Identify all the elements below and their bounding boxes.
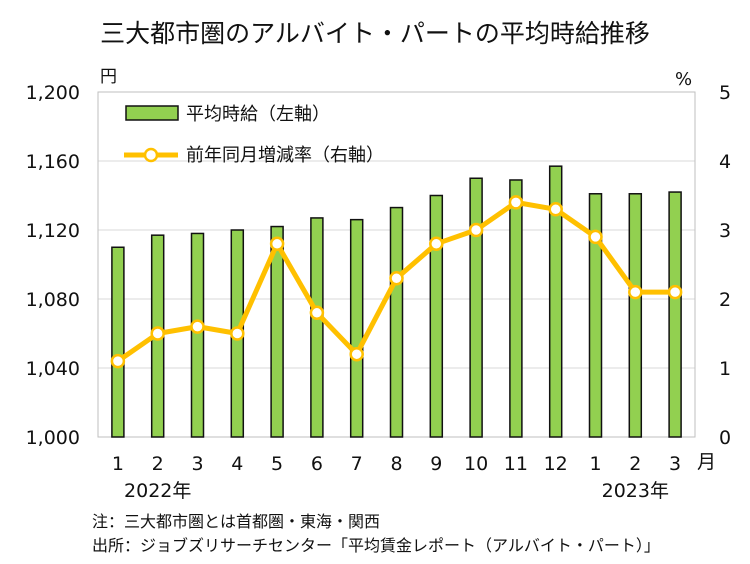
year-label: 2022年 xyxy=(124,480,191,502)
x-tick: 12 xyxy=(544,453,568,475)
x-tick: 1 xyxy=(589,453,601,475)
bar xyxy=(429,194,444,438)
legend-line-marker xyxy=(143,147,159,163)
bar xyxy=(628,193,643,438)
x-tick: 9 xyxy=(430,453,442,475)
legend-line-label: 前年同月増減率（右軸） xyxy=(186,145,384,166)
line-point xyxy=(588,229,603,245)
bar xyxy=(310,217,324,438)
line-point xyxy=(429,236,444,252)
legend-bar-swatch xyxy=(125,105,179,121)
line-point xyxy=(468,222,484,238)
bar xyxy=(270,225,284,438)
x-tick: 6 xyxy=(311,453,323,475)
line-point xyxy=(667,284,683,300)
y-right-tick: 1 xyxy=(719,358,731,380)
y-left-tick: 1,120 xyxy=(26,220,80,242)
y-right-unit: % xyxy=(675,69,692,90)
x-unit: 月 xyxy=(697,451,716,473)
bar xyxy=(588,193,603,438)
bar xyxy=(668,191,682,438)
x-tick: 2 xyxy=(629,453,641,475)
line-point xyxy=(628,284,643,300)
y-right-tick: 2 xyxy=(719,289,731,311)
line-point xyxy=(508,195,524,210)
y-left-tick: 1,160 xyxy=(26,151,80,173)
x-tick: 10 xyxy=(464,453,488,475)
x-tick: 5 xyxy=(271,453,283,475)
bar xyxy=(389,206,404,438)
chart-title: 三大都市圏のアルバイト・パートの平均時給推移 xyxy=(100,19,650,48)
y-right-tick: 4 xyxy=(719,151,731,173)
line-point xyxy=(150,326,165,341)
x-tick: 3 xyxy=(669,453,681,475)
line-point xyxy=(190,319,205,334)
line-point xyxy=(110,353,126,369)
x-tick: 11 xyxy=(504,453,528,475)
x-tick: 1 xyxy=(112,453,124,475)
source: 出所：ジョブズリサーチセンター「平均賃金レポート（アルバイト・パート）」 xyxy=(92,536,660,555)
note: 注：三大都市圏とは首都圏・東海・関西 xyxy=(92,512,381,531)
x-tick: 2 xyxy=(152,453,164,475)
bar xyxy=(190,232,205,438)
x-tick: 4 xyxy=(231,453,243,475)
line-point xyxy=(349,346,364,362)
y-left-tick: 1,080 xyxy=(26,289,80,311)
bar xyxy=(509,179,523,438)
line-point xyxy=(269,236,285,252)
y-left-tick: 1,000 xyxy=(26,427,80,449)
bar xyxy=(548,165,563,438)
bar xyxy=(111,246,125,438)
x-tick: 8 xyxy=(390,453,402,475)
y-left-tick: 1,200 xyxy=(26,82,80,104)
line-point xyxy=(548,202,563,217)
line-point xyxy=(389,271,404,286)
legend-bar-label: 平均時給（左軸） xyxy=(186,104,330,125)
line-point xyxy=(309,305,325,321)
y-right-tick: 5 xyxy=(719,82,731,104)
year-label: 2023年 xyxy=(602,480,669,502)
y-right-tick: 3 xyxy=(719,220,731,242)
y-left-unit: 円 xyxy=(100,67,117,87)
x-tick: 3 xyxy=(191,453,203,475)
x-tick: 7 xyxy=(351,453,363,475)
y-right-tick: 0 xyxy=(719,427,731,449)
bar xyxy=(469,177,483,438)
line-point xyxy=(230,326,245,341)
y-left-tick: 1,040 xyxy=(26,358,80,380)
bar xyxy=(349,218,364,438)
